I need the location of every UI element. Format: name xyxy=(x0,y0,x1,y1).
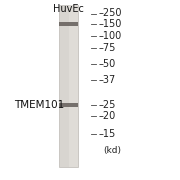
Bar xyxy=(59,22,78,26)
Text: –15: –15 xyxy=(98,129,115,139)
Text: –100: –100 xyxy=(98,31,121,41)
Text: –250: –250 xyxy=(98,8,122,19)
Text: HuvEc: HuvEc xyxy=(53,4,84,15)
Text: TMEM101: TMEM101 xyxy=(14,100,65,110)
Text: –50: –50 xyxy=(98,59,115,69)
Bar xyxy=(58,5,78,167)
Text: –150: –150 xyxy=(98,19,122,29)
Bar xyxy=(59,103,78,107)
Text: –75: –75 xyxy=(98,43,116,53)
Text: (kd): (kd) xyxy=(103,146,122,155)
Text: –25: –25 xyxy=(98,100,116,110)
Bar xyxy=(69,5,78,167)
Text: –20: –20 xyxy=(98,111,115,121)
Text: –37: –37 xyxy=(98,75,115,85)
